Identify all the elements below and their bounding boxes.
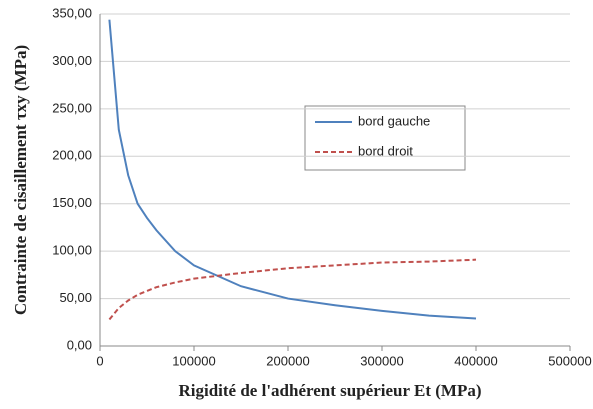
y-axis-label: Contrainte de cisaillement τxy (MPa)	[11, 45, 30, 315]
legend-label: bord droit	[358, 143, 413, 158]
x-tick-label: 100000	[172, 353, 215, 368]
legend-box	[304, 105, 466, 171]
x-tick-label: 300000	[360, 353, 403, 368]
x-axis-label: Rigidité de l'adhérent supérieur Et (MPa…	[179, 381, 482, 400]
x-tick-label: 500000	[548, 353, 591, 368]
x-tick-label: 400000	[454, 353, 497, 368]
y-tick-label: 300,00	[52, 53, 92, 68]
series-line	[108, 19, 477, 320]
x-tick-label: 0	[96, 353, 103, 368]
y-tick-label: 50,00	[59, 290, 92, 305]
legend-label: bord gauche	[358, 113, 430, 128]
y-tick-label: 150,00	[52, 195, 92, 210]
x-tick-label: 200000	[266, 353, 309, 368]
y-tick-label: 250,00	[52, 100, 92, 115]
y-tick-label: 200,00	[52, 148, 92, 163]
y-tick-label: 0,00	[67, 337, 92, 352]
series-line	[108, 258, 477, 321]
y-tick-label: 350,00	[52, 5, 92, 20]
y-tick-label: 100,00	[52, 243, 92, 258]
